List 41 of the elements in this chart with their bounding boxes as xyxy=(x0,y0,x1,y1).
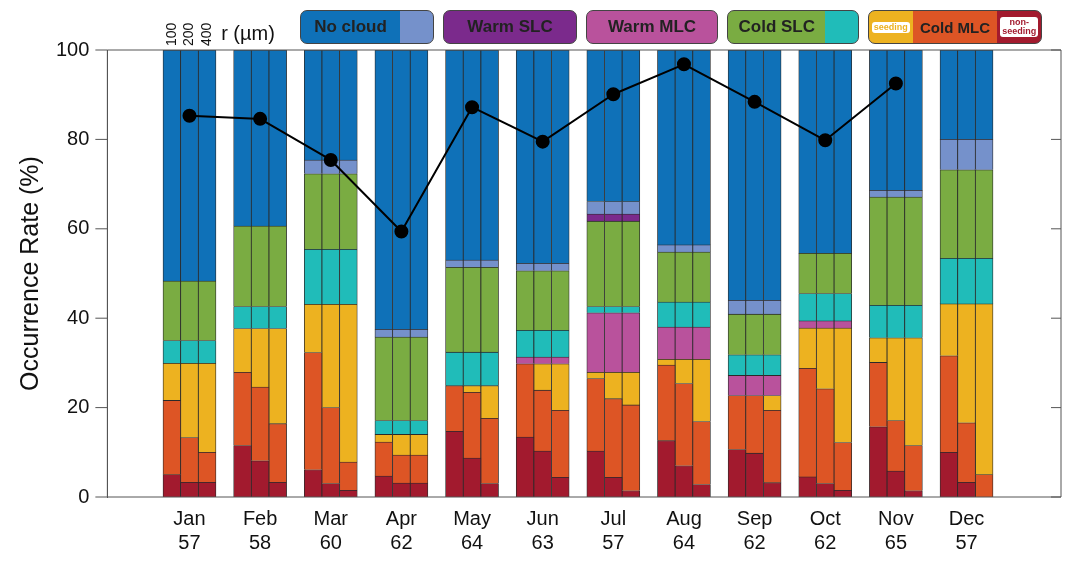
x-tick-label: Dec 57 xyxy=(948,506,985,553)
text: Cold SLC xyxy=(738,17,815,37)
point xyxy=(818,133,833,148)
x-tick-label: Jul 57 xyxy=(600,506,627,553)
text: 100 xyxy=(162,22,179,46)
y-tick-label: 20 xyxy=(67,395,90,418)
text: non-seeding xyxy=(1000,17,1039,37)
point xyxy=(394,224,409,239)
x-tick-label: May 64 xyxy=(453,506,491,553)
y-axis-title: Occurrence Rate (%) xyxy=(14,156,43,391)
x-tick-label: Sep 62 xyxy=(736,506,773,553)
x-tick-label: Oct 62 xyxy=(809,506,842,553)
y-tick-label: 40 xyxy=(67,305,90,328)
x-tick-label: Nov 65 xyxy=(878,506,914,553)
point xyxy=(465,100,480,115)
y-tick-label: 60 xyxy=(67,216,90,239)
x-tick-label: Apr 62 xyxy=(385,506,418,553)
point xyxy=(535,134,550,149)
x-tick-label: Jan 57 xyxy=(173,506,206,553)
point xyxy=(606,87,621,102)
point xyxy=(323,152,338,167)
text: seeding xyxy=(871,21,910,33)
text: Warm MLC xyxy=(607,17,697,37)
text: Cold MLC xyxy=(920,18,990,36)
y-tick-label: 100 xyxy=(55,37,90,60)
text: r (µm) xyxy=(221,21,275,44)
point xyxy=(676,57,691,72)
point xyxy=(747,94,762,109)
y-tick-label: 0 xyxy=(78,484,90,507)
text: 200 xyxy=(180,22,197,46)
text: Warm SLC xyxy=(467,17,553,37)
point xyxy=(253,111,268,126)
x-tick-label: Mar 60 xyxy=(313,506,349,553)
y-tick-label: 80 xyxy=(67,126,90,149)
x-tick-label: Feb 58 xyxy=(242,506,278,553)
point xyxy=(182,108,197,123)
text: 400 xyxy=(198,22,215,46)
series-label: No cloud xyxy=(314,17,387,37)
x-tick-label: Aug 64 xyxy=(666,506,702,553)
point xyxy=(888,76,903,91)
x-tick-label: Jun 63 xyxy=(526,506,559,553)
